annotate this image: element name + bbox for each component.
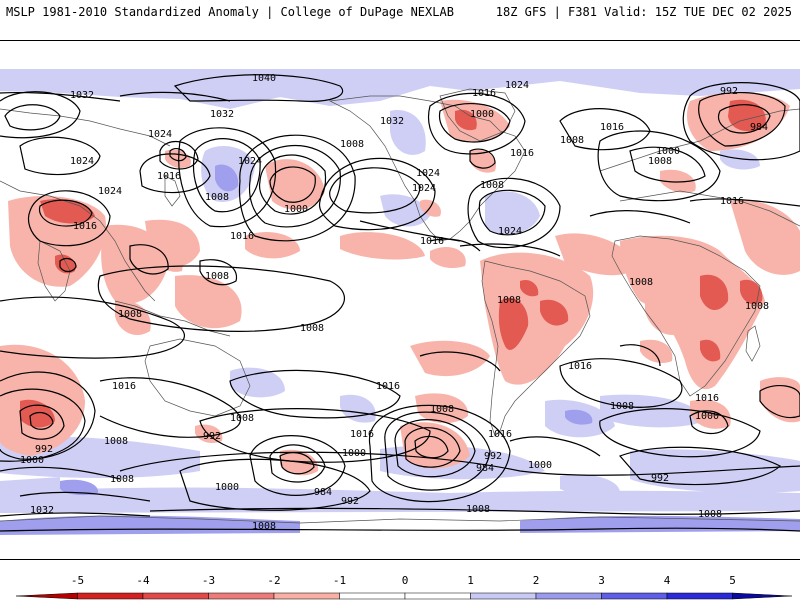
isobar-label: 1024 bbox=[505, 80, 529, 91]
isobar-label: 1024 bbox=[412, 183, 436, 194]
isobar-label: 1008 bbox=[110, 474, 134, 485]
isobar-label: 1024 bbox=[498, 226, 522, 237]
isobar-label: 992 bbox=[35, 444, 53, 455]
isobar-label: 1000 bbox=[656, 146, 680, 157]
colorbar-tick-label: 3 bbox=[598, 574, 605, 587]
colorbar-swatch bbox=[470, 592, 537, 600]
anomaly-map: 1040 1032 1032 1032 1032 1024 1024 1024 … bbox=[0, 40, 800, 560]
isobar-label: 1008 bbox=[340, 139, 364, 150]
colorbar-tick-label: 1 bbox=[467, 574, 474, 587]
isobar-label: 1016 bbox=[488, 429, 512, 440]
chart-title: MSLP 1981-2010 Standardized Anomaly | Co… bbox=[6, 5, 454, 19]
isobar-label: 1000 bbox=[528, 460, 552, 471]
isobar-label: 1008 bbox=[252, 521, 276, 532]
isobar-label: 1016 bbox=[420, 236, 444, 247]
colorbar-tick-label: -3 bbox=[202, 574, 215, 587]
colorbar-swatch bbox=[666, 592, 733, 600]
colorbar-swatch bbox=[208, 592, 275, 600]
isobar-label: 984 bbox=[314, 487, 332, 498]
isobar-label: 1008 bbox=[497, 295, 521, 306]
colorbar-tick-label: 0 bbox=[402, 574, 409, 587]
colorbar-swatch bbox=[601, 592, 668, 600]
isobar-label: 1016 bbox=[720, 196, 744, 207]
colorbar-swatch bbox=[404, 592, 471, 600]
isobar-label: 1024 bbox=[70, 156, 94, 167]
negative-anomaly-shading bbox=[0, 91, 800, 476]
isobar-label: 1008 bbox=[118, 309, 142, 320]
isobar-label: 1008 bbox=[629, 277, 653, 288]
isobar-label: 1008 bbox=[698, 509, 722, 520]
isobar-label: 1016 bbox=[600, 122, 624, 133]
isobar-label: 1008 bbox=[230, 413, 254, 424]
colorbar-tick-label: -4 bbox=[136, 574, 150, 587]
isobar-label: 1000 bbox=[695, 411, 719, 422]
isobar-label: 992 bbox=[720, 86, 738, 97]
isobar-label: 1016 bbox=[157, 171, 181, 182]
isobar-label: 984 bbox=[750, 122, 768, 133]
isobar-label: 1000 bbox=[470, 109, 494, 120]
isobar-label: 1024 bbox=[98, 186, 122, 197]
isobar-label: 1008 bbox=[104, 436, 128, 447]
colorbar-swatch bbox=[273, 592, 340, 600]
colorbar-legend: -5 -4 -3 -2 -1 0 1 2 3 4 5 bbox=[0, 570, 800, 600]
isobar-label: 1000 bbox=[215, 482, 239, 493]
isobar-label: 1016 bbox=[472, 88, 496, 99]
colorbar-tick-label: -1 bbox=[333, 574, 346, 587]
isobar-label: 1008 bbox=[745, 301, 769, 312]
isobar-label: 992 bbox=[484, 451, 502, 462]
isobar-label: 1032 bbox=[210, 109, 234, 120]
isobar-label: 992 bbox=[203, 431, 221, 442]
colorbar-tick-label: -2 bbox=[267, 574, 280, 587]
isobar-label: 1008 bbox=[648, 156, 672, 167]
isobar-label: 1040 bbox=[252, 73, 276, 84]
colorbar-tick-label: -5 bbox=[71, 574, 84, 587]
colorbar-swatch bbox=[339, 592, 406, 600]
isobar-label: 1000 bbox=[20, 455, 44, 466]
colorbar-swatch bbox=[77, 592, 144, 600]
isobar-label: 1032 bbox=[70, 90, 94, 101]
colorbar-tick-label: 4 bbox=[664, 574, 671, 587]
isobar-label: 992 bbox=[651, 473, 669, 484]
colorbar-swatch bbox=[732, 592, 793, 600]
isobar-contours bbox=[0, 74, 800, 532]
isobar-label: 1008 bbox=[466, 504, 490, 515]
isobar-label: 1008 bbox=[205, 271, 229, 282]
colorbar-swatch bbox=[535, 592, 602, 600]
isobar-label: 992 bbox=[341, 496, 359, 507]
model-run-info: 18Z GFS | F381 Valid: 15Z TUE DEC 02 202… bbox=[495, 5, 792, 19]
isobar-label: 1008 bbox=[480, 180, 504, 191]
colorbar-swatch bbox=[142, 592, 209, 600]
isobar-label: 1016 bbox=[695, 393, 719, 404]
isobar-label: 1024 bbox=[148, 129, 172, 140]
isobar-label: 1008 bbox=[430, 404, 454, 415]
isobar-label: 1016 bbox=[230, 231, 254, 242]
colorbar-tick-label: 2 bbox=[533, 574, 540, 587]
isobar-label: 1016 bbox=[350, 429, 374, 440]
isobar-label: 1016 bbox=[510, 148, 534, 159]
isobar-label: 1008 bbox=[560, 135, 584, 146]
isobar-label: 1016 bbox=[112, 381, 136, 392]
isobar-label: 1024 bbox=[416, 168, 440, 179]
isobar-label: 1016 bbox=[73, 221, 97, 232]
colorbar-tick-label: 5 bbox=[729, 574, 736, 587]
colorbar-swatch bbox=[15, 592, 78, 600]
isobar-label: 1032 bbox=[30, 505, 54, 516]
isobar-label: 1016 bbox=[376, 381, 400, 392]
isobar-label: 1016 bbox=[568, 361, 592, 372]
isobar-label: 1032 bbox=[380, 116, 404, 127]
isobar-label: 1024 bbox=[238, 156, 262, 167]
isobar-label: 1000 bbox=[342, 448, 366, 459]
isobar-label: 1008 bbox=[610, 401, 634, 412]
isobar-label: 1008 bbox=[205, 192, 229, 203]
isobar-label: 1008 bbox=[300, 323, 324, 334]
isobar-label: 1000 bbox=[284, 204, 308, 215]
isobar-label: 984 bbox=[476, 463, 494, 474]
isobar-labels: 1040 1032 1032 1032 1032 1024 1024 1024 … bbox=[20, 73, 769, 532]
